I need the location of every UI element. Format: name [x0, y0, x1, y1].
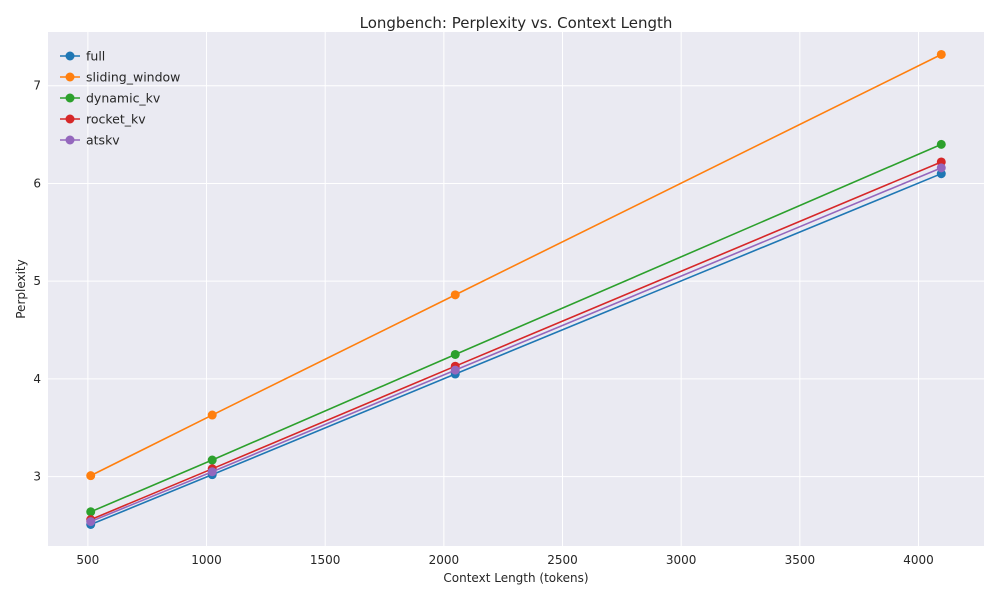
- x-tick-label: 4000: [903, 553, 934, 567]
- series-line: [90, 172, 942, 526]
- legend-marker: [65, 51, 75, 61]
- legend-marker: [65, 135, 75, 145]
- y-tick-labels: 3 4 5 6 7: [33, 79, 41, 484]
- y-axis-label: Perplexity: [14, 259, 28, 319]
- legend-label: sliding_window: [86, 70, 180, 85]
- plot-area: [48, 32, 984, 546]
- x-tick-label: 1000: [191, 553, 222, 567]
- data-point: [450, 349, 460, 359]
- data-point: [936, 49, 946, 59]
- data-point: [207, 410, 217, 420]
- grid-lines: [48, 32, 984, 546]
- legend: full sliding_window dynamic_kv rocket_kvats…: [60, 49, 180, 148]
- y-tick-label: 7: [33, 79, 41, 93]
- series-line: [90, 53, 942, 477]
- data-point: [936, 163, 946, 173]
- series-layer: [86, 49, 946, 530]
- x-tick-label: 3000: [666, 553, 697, 567]
- legend-item: sliding_window: [60, 70, 180, 85]
- series-line: [90, 167, 942, 523]
- legend-item: rocket_kv: [60, 112, 146, 127]
- legend-label: full: [86, 49, 105, 64]
- data-point: [86, 517, 96, 527]
- legend-item: dynamic_kv: [60, 91, 161, 106]
- data-point: [207, 467, 217, 477]
- legend-item: full: [60, 49, 105, 64]
- data-point: [86, 471, 96, 481]
- series-atskv: [86, 163, 946, 527]
- series-line: [90, 161, 942, 521]
- series-sliding_window: [86, 49, 946, 481]
- legend-label: atskv: [86, 133, 120, 148]
- x-axis-label: Context Length (tokens): [443, 571, 588, 585]
- legend-label: dynamic_kv: [86, 91, 161, 106]
- x-tick-label: 500: [76, 553, 99, 567]
- x-tick-labels: 500 1000 1500 2000 2500 3000 3500 4000: [76, 553, 933, 567]
- legend-marker: [65, 93, 75, 103]
- chart-title: Longbench: Perplexity vs. Context Length: [360, 14, 673, 32]
- legend-label: rocket_kv: [86, 112, 146, 127]
- y-tick-label: 4: [33, 372, 41, 386]
- x-tick-label: 1500: [310, 553, 341, 567]
- data-point: [86, 507, 96, 517]
- series-dynamic_kv: [86, 139, 946, 517]
- x-tick-label: 3500: [785, 553, 816, 567]
- data-point: [450, 290, 460, 300]
- data-point: [207, 455, 217, 465]
- y-tick-label: 6: [33, 176, 41, 190]
- legend-marker: [65, 114, 75, 124]
- data-point: [450, 365, 460, 375]
- y-tick-label: 3: [33, 470, 41, 484]
- legend-item: atskv: [60, 133, 120, 148]
- x-tick-label: 2000: [429, 553, 460, 567]
- data-point: [936, 139, 946, 149]
- series-line: [90, 143, 942, 513]
- legend-marker: [65, 72, 75, 82]
- y-tick-label: 5: [33, 274, 41, 288]
- x-tick-label: 2500: [547, 553, 578, 567]
